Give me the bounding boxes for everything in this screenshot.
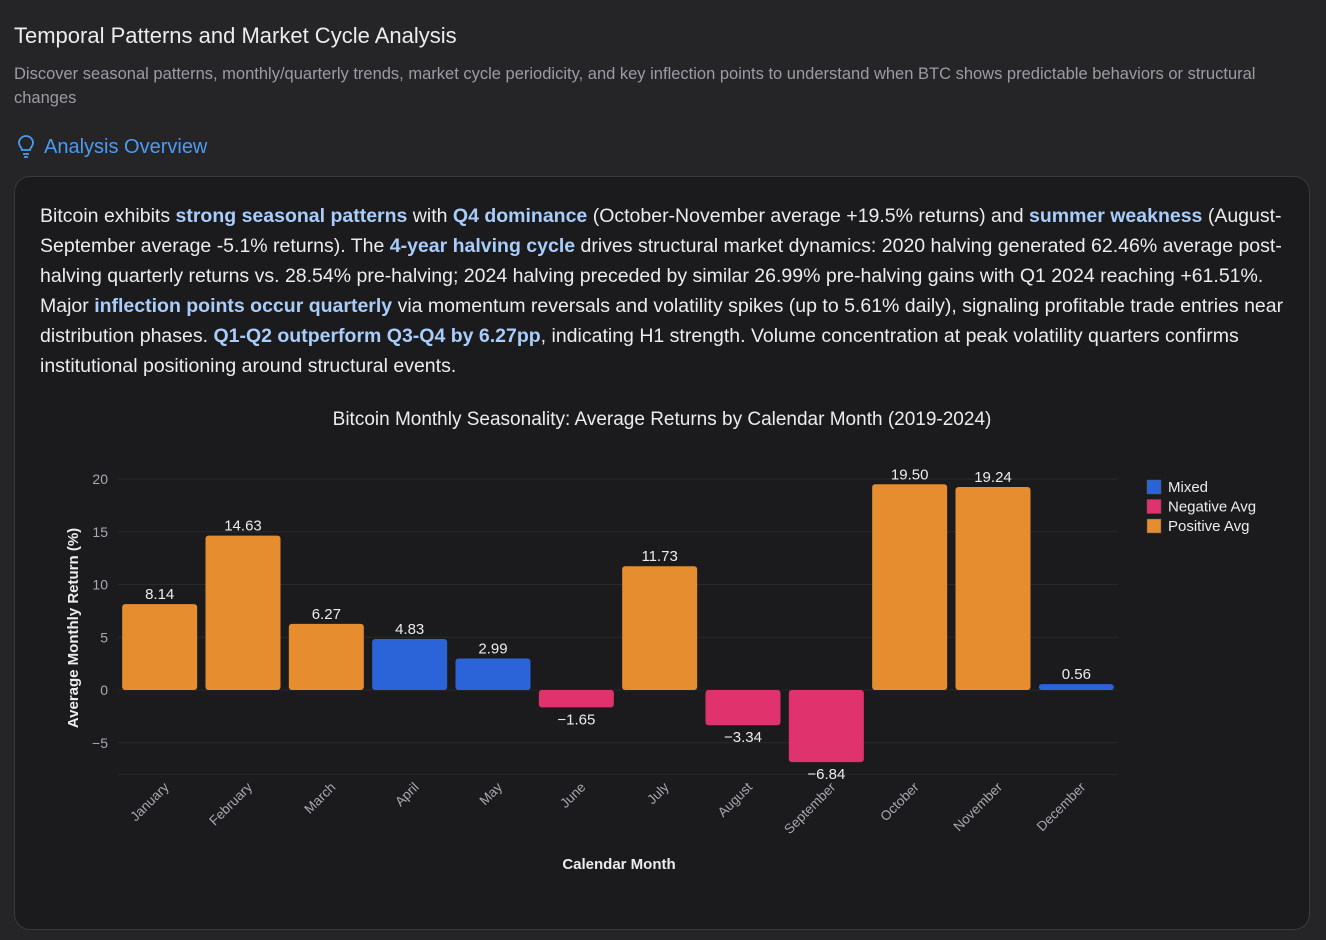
legend-label: Mixed xyxy=(1168,479,1208,496)
data-label: 6.27 xyxy=(312,606,341,623)
highlight-text: 4-year halving cycle xyxy=(389,235,576,257)
y-tick-label: 15 xyxy=(92,524,108,540)
highlight-text: inflection points occur quarterly xyxy=(94,295,393,317)
x-tick-label: January xyxy=(127,779,172,824)
legend-swatch xyxy=(1146,479,1162,495)
bar-june xyxy=(538,690,614,708)
x-tick-label: March xyxy=(301,780,338,817)
highlight-text: Q1-Q2 outperform Q3-Q4 by 6.27pp xyxy=(213,325,541,347)
x-tick-label: June xyxy=(557,780,588,811)
summary-segment: (August-September average -5.1% returns)… xyxy=(40,205,1282,257)
summary-segment: with xyxy=(407,205,453,227)
data-label: 19.24 xyxy=(974,469,1012,486)
legend-label: Positive Avg xyxy=(1168,518,1249,535)
highlight-text: strong seasonal patterns xyxy=(175,205,408,227)
summary-segment: (October-November average +19.5% returns… xyxy=(587,205,1029,227)
x-tick-label: November xyxy=(950,779,1005,834)
summary-segment: via momentum reversals and volatility sp… xyxy=(40,295,1284,347)
y-axis-label: Average Monthly Return (%) xyxy=(65,528,82,728)
bar-april xyxy=(372,639,448,690)
bar-october xyxy=(872,484,948,690)
highlight-text: summer weakness xyxy=(1028,205,1203,227)
page-title: Temporal Patterns and Market Cycle Analy… xyxy=(14,23,457,48)
chart-title: Bitcoin Monthly Seasonality: Average Ret… xyxy=(333,409,992,430)
legend-label: Negative Avg xyxy=(1168,499,1256,516)
x-tick-label: December xyxy=(1034,779,1089,834)
summary-text: Bitcoin exhibits strong seasonal pattern… xyxy=(40,201,1290,381)
highlight-text: Q4 dominance xyxy=(452,205,588,227)
bar-august xyxy=(705,690,781,726)
analysis-overview-heading: Analysis Overview xyxy=(16,135,207,159)
data-label: 4.83 xyxy=(395,621,424,638)
summary-segment: drives structural market dynamics: 2020 … xyxy=(40,235,1282,317)
data-label: −3.34 xyxy=(724,729,762,746)
bar-december xyxy=(1038,684,1114,690)
overview-card: Bitcoin exhibits strong seasonal pattern… xyxy=(14,176,1310,930)
data-label: −1.65 xyxy=(557,711,595,728)
x-tick-label: February xyxy=(206,779,255,828)
bar-september xyxy=(788,690,864,763)
summary-segment: Bitcoin exhibits xyxy=(40,205,176,227)
x-tick-label: August xyxy=(715,779,756,820)
x-tick-label: May xyxy=(476,779,505,808)
bar-january xyxy=(122,604,198,690)
data-label: 19.50 xyxy=(891,466,929,483)
bar-july xyxy=(622,566,698,690)
bar-march xyxy=(288,623,364,690)
x-tick-label: April xyxy=(392,780,422,810)
y-tick-label: 10 xyxy=(92,577,108,593)
data-label: −6.84 xyxy=(807,766,845,783)
x-axis-label: Calendar Month xyxy=(562,856,675,873)
x-tick-label: October xyxy=(877,779,922,824)
y-tick-label: 20 xyxy=(92,471,108,487)
x-tick-label: September xyxy=(781,779,839,837)
page-subtitle: Discover seasonal patterns, monthly/quar… xyxy=(14,65,1256,107)
data-label: 2.99 xyxy=(478,640,507,657)
bar-february xyxy=(205,535,281,690)
data-label: 11.73 xyxy=(641,548,677,565)
legend-swatch xyxy=(1146,518,1162,534)
analysis-overview-label: Analysis Overview xyxy=(44,135,208,158)
y-tick-label: −5 xyxy=(92,735,108,751)
data-label: 8.14 xyxy=(145,586,174,603)
y-tick-label: 0 xyxy=(100,682,108,698)
y-tick-label: 5 xyxy=(100,629,108,645)
data-label: 0.56 xyxy=(1062,666,1091,683)
legend-swatch xyxy=(1146,499,1162,514)
bar-may xyxy=(455,658,531,690)
bar-november xyxy=(955,487,1031,690)
data-label: 14.63 xyxy=(224,518,262,535)
summary-segment: , indicating H1 strength. Volume concent… xyxy=(40,325,1239,377)
lightbulb-icon xyxy=(18,135,34,158)
x-tick-label: July xyxy=(644,779,672,807)
